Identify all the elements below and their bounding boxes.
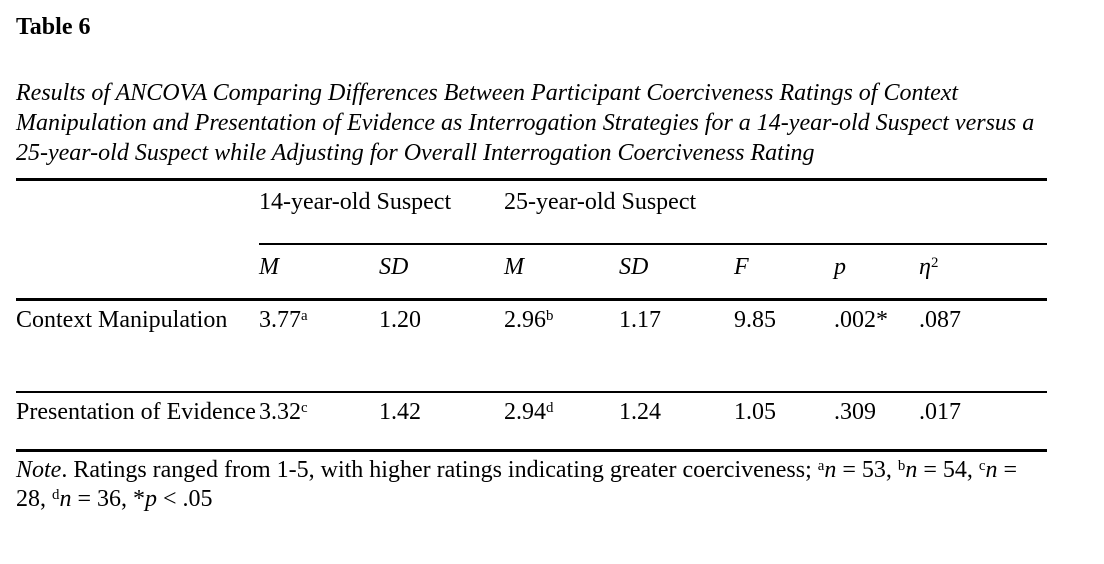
spanner-header-row: 14-year-old Suspect 25-year-old Suspect <box>16 178 1048 245</box>
col-header-mean-25: M <box>504 244 620 301</box>
cell-sd-25: 1.24 <box>619 392 735 452</box>
cell-f-statistic: 9.85 <box>734 299 835 393</box>
spanner-25-year-old-suspect: 25-year-old Suspect <box>504 178 735 245</box>
row-label-context-manipulation: Context Manipulation <box>16 299 259 393</box>
col-header-mean-14: M <box>259 244 379 301</box>
footnote-marker-d: d <box>546 400 554 416</box>
eta-exponent: 2 <box>930 255 939 271</box>
cell-mean-14: 3.77a <box>259 299 379 393</box>
cell-p-value: .309 <box>834 392 920 452</box>
table-title: Table 6 <box>16 14 91 40</box>
eta-symbol: η <box>919 254 931 280</box>
stat-header-row: M SD M SD F p η2 <box>16 244 1048 301</box>
cell-f-statistic: 1.05 <box>734 392 835 452</box>
cell-sd-14: 1.42 <box>379 392 505 452</box>
cell-eta-squared: .017 <box>919 392 1048 452</box>
spanner-empty-cell <box>16 178 259 244</box>
row-label-presentation-of-evidence: Presentation of Evidence <box>16 392 259 452</box>
spanner-trailing-cell <box>734 178 1048 245</box>
footnote-marker-b: b <box>546 308 554 324</box>
cell-sd-25: 1.17 <box>619 299 735 393</box>
table-note: Note. Ratings ranged from 1-5, with high… <box>16 457 1018 512</box>
spanner-14-year-old-suspect: 14-year-old Suspect <box>259 178 505 245</box>
cell-p-value: .002* <box>834 299 920 393</box>
footnote-marker-c: c <box>301 400 308 416</box>
stat-header-empty-cell <box>16 244 259 301</box>
col-header-sd-25: SD <box>619 244 735 301</box>
cell-mean-25: 2.96b <box>504 299 620 393</box>
ancova-results-table: 14-year-old Suspect 25-year-old Suspect … <box>16 178 1048 452</box>
col-header-eta-squared: η2 <box>919 244 1048 301</box>
cell-mean-25: 2.94d <box>504 392 620 452</box>
cell-eta-squared: .087 <box>919 299 1048 393</box>
cell-mean-14: 3.32c <box>259 392 379 452</box>
table-caption: Results of ANCOVA Comparing Differences … <box>16 80 1035 166</box>
table-row-context-manipulation: Context Manipulation 3.77a 1.20 2.96b 1.… <box>16 299 1048 393</box>
col-header-f-statistic: F <box>734 244 835 301</box>
table-row-presentation-of-evidence: Presentation of Evidence 3.32c 1.42 2.94… <box>16 392 1048 452</box>
footnote-marker-a: a <box>301 308 308 324</box>
cell-sd-14: 1.20 <box>379 299 505 393</box>
col-header-p-value: p <box>834 244 920 301</box>
col-header-sd-14: SD <box>379 244 505 301</box>
